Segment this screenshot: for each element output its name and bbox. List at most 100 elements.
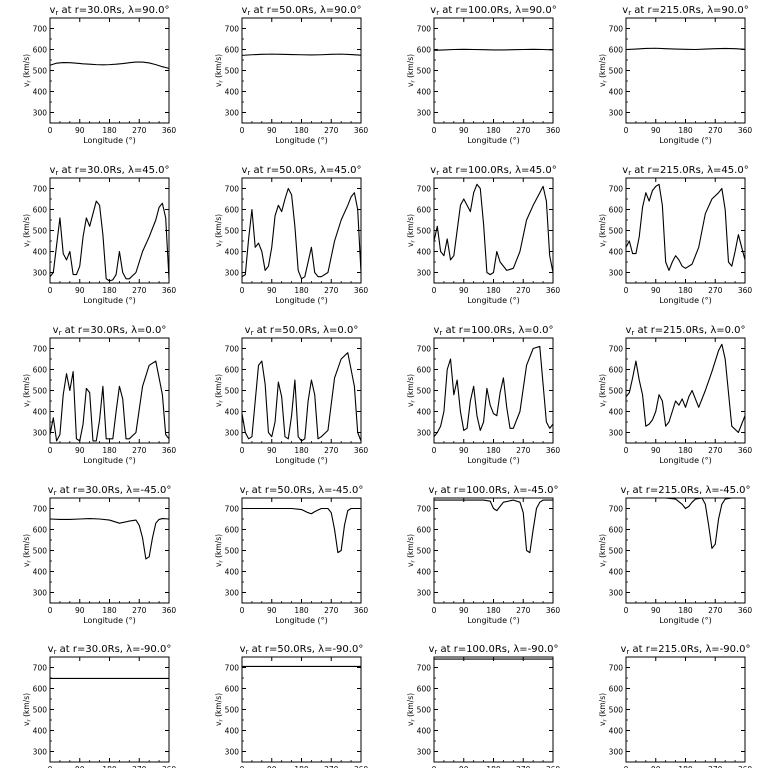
x-tick-label: 360 <box>738 606 753 615</box>
y-tick-label: 700 <box>225 505 240 514</box>
y-tick-label: 500 <box>225 227 240 236</box>
x-tick-label: 180 <box>294 765 309 768</box>
title-text: at r=50.0Rs, λ=0.0° <box>253 325 358 336</box>
title-text: at r=100.0Rs, λ=-45.0° <box>437 485 558 496</box>
y-tick-label: 700 <box>609 664 624 673</box>
y-axis-label: vr (km/s) <box>598 214 609 247</box>
y-axis-label: vr (km/s) <box>22 693 33 726</box>
y-label-sub: r <box>603 719 609 722</box>
x-tick-label: 0 <box>48 126 53 135</box>
y-label-var: v <box>22 562 31 567</box>
x-tick-label: 270 <box>516 286 531 295</box>
y-label-sub: r <box>219 240 225 243</box>
y-tick-label: 300 <box>417 109 432 118</box>
x-tick-label: 90 <box>651 606 661 615</box>
y-tick-label: 400 <box>33 88 48 97</box>
series-line <box>49 61 170 69</box>
y-label-var: v <box>406 82 415 87</box>
y-tick-label: 300 <box>225 269 240 278</box>
y-label-var: v <box>406 721 415 726</box>
y-tick-label: 600 <box>225 526 240 535</box>
x-tick-label: 360 <box>738 446 753 455</box>
x-tick-label: 90 <box>267 126 277 135</box>
y-label-units: (km/s) <box>214 54 223 80</box>
y-label-units: (km/s) <box>214 693 223 719</box>
y-tick-label: 400 <box>609 88 624 97</box>
title-subscript: r <box>54 489 57 497</box>
x-tick-label: 0 <box>624 446 629 455</box>
y-label-sub: r <box>219 80 225 83</box>
title-subscript: r <box>246 648 249 656</box>
x-tick-label: 90 <box>651 286 661 295</box>
y-tick-label: 400 <box>609 248 624 257</box>
y-tick-label: 300 <box>609 748 624 757</box>
y-tick-label: 700 <box>225 185 240 194</box>
plot-frame <box>433 177 554 284</box>
x-tick-label: 0 <box>432 126 437 135</box>
y-label-var: v <box>214 562 223 567</box>
x-tick-label: 360 <box>546 606 561 615</box>
x-tick-label: 180 <box>486 126 501 135</box>
y-tick-label: 500 <box>417 227 432 236</box>
plot-frame <box>433 17 554 124</box>
x-tick-label: 90 <box>459 126 469 135</box>
title-text: at r=100.0Rs, λ=45.0° <box>439 165 557 176</box>
title-variable: v <box>428 644 434 655</box>
y-label-units: (km/s) <box>406 534 415 560</box>
x-tick-label: 360 <box>354 765 369 768</box>
series-line <box>49 200 170 282</box>
x-tick-label: 360 <box>354 606 369 615</box>
panel: vr at r=30.0Rs, λ=45.0°0 90 180 270 36030040… <box>22 165 176 305</box>
x-tick-label: 90 <box>459 286 469 295</box>
panel: vr at r=50.0Rs, λ=0.0°0 90 180 270 360300400… <box>214 325 368 465</box>
title-variable: v <box>430 5 436 16</box>
y-tick-label: 500 <box>609 227 624 236</box>
y-tick-label: 600 <box>609 526 624 535</box>
panel-title: vr at r=215.0Rs, λ=-90.0° <box>620 644 750 656</box>
x-tick-label: 360 <box>162 446 177 455</box>
y-label-units: (km/s) <box>406 214 415 240</box>
x-axis-label: Longitude (°) <box>83 616 136 625</box>
y-tick-label: 500 <box>417 387 432 396</box>
x-tick-label: 180 <box>294 286 309 295</box>
y-axis-label: vr (km/s) <box>406 693 417 726</box>
x-tick-label: 360 <box>162 286 177 295</box>
x-tick-label: 270 <box>132 126 147 135</box>
x-tick-label: 180 <box>678 126 693 135</box>
y-tick-label: 500 <box>417 547 432 556</box>
y-label-sub: r <box>603 240 609 243</box>
x-tick-label: 270 <box>132 446 147 455</box>
x-tick-label: 0 <box>240 126 245 135</box>
y-tick-label: 600 <box>225 685 240 694</box>
y-tick-label: 400 <box>609 568 624 577</box>
y-axis-label: vr (km/s) <box>406 534 417 567</box>
y-label-var: v <box>22 721 31 726</box>
panel: vr at r=100.0Rs, λ=90.0°0 90 180 270 3603004… <box>406 5 560 145</box>
y-tick-label: 700 <box>33 505 48 514</box>
y-tick-label: 700 <box>417 505 432 514</box>
y-label-var: v <box>598 82 607 87</box>
y-tick-label: 700 <box>609 345 624 354</box>
y-label-units: (km/s) <box>598 374 607 400</box>
plot-frame <box>241 497 362 604</box>
x-tick-label: 360 <box>546 446 561 455</box>
y-tick-label: 500 <box>33 67 48 76</box>
x-tick-label: 360 <box>354 286 369 295</box>
y-axis-label: vr (km/s) <box>214 693 225 726</box>
y-axis-label: vr (km/s) <box>214 534 225 567</box>
x-axis-label: Longitude (°) <box>659 136 712 145</box>
title-variable: v <box>622 165 628 176</box>
y-tick-label: 600 <box>609 366 624 375</box>
x-tick-label: 0 <box>432 446 437 455</box>
panel: vr at r=215.0Rs, λ=45.0°0 90 180 270 3603004… <box>598 165 752 305</box>
title-text: at r=30.0Rs, λ=45.0° <box>58 165 169 176</box>
x-tick-label: 180 <box>294 606 309 615</box>
x-tick-label: 360 <box>162 765 177 768</box>
plot-frame <box>241 656 362 763</box>
panel-title: vr at r=100.0Rs, λ=90.0° <box>430 5 556 17</box>
y-tick-label: 700 <box>417 664 432 673</box>
panel: vr at r=100.0Rs, λ=45.0°0 90 180 270 3603004… <box>406 165 560 305</box>
y-tick-label: 500 <box>33 547 48 556</box>
x-tick-label: 0 <box>624 765 629 768</box>
x-tick-label: 180 <box>102 286 117 295</box>
